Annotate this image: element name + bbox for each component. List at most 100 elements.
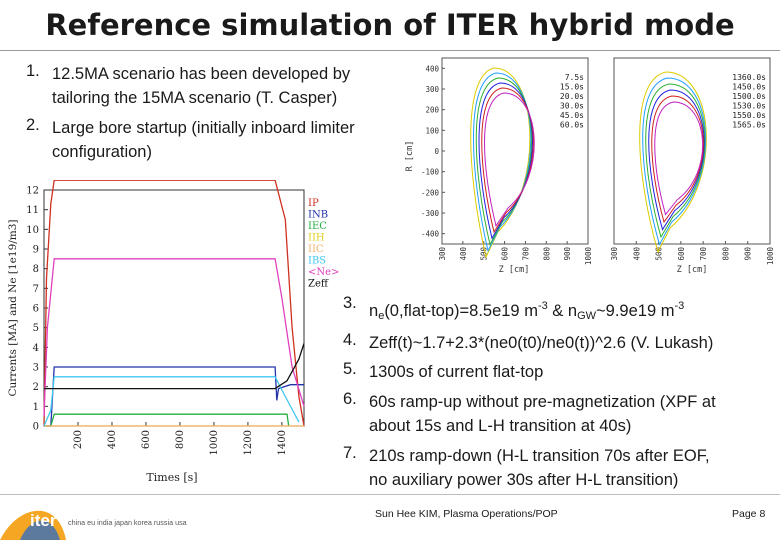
formula-part: & n xyxy=(547,302,578,320)
bullet-number: 2. xyxy=(26,116,40,134)
formula-part: ~9.9e19 m xyxy=(596,302,675,320)
formula-superscript: -3 xyxy=(674,300,685,312)
footer-divider xyxy=(0,494,780,495)
y-tick-label: 6 xyxy=(33,304,39,315)
bullet-line: 12.5MA scenario has been developed by xyxy=(52,65,351,83)
legend-entry: INB xyxy=(308,210,328,221)
page-title: Reference simulation of ITER hybrid mode xyxy=(45,8,735,42)
y-tick-label: 12 xyxy=(26,186,39,197)
x-tick-label: 1400 xyxy=(277,430,288,455)
y-tick-label: 100 xyxy=(425,126,439,135)
x-tick-label: 800 xyxy=(175,430,186,449)
boundary-contour xyxy=(651,95,704,224)
bullet-number: 5. xyxy=(343,360,357,378)
y-tick-label: 10 xyxy=(26,225,39,236)
bullet-number: 4. xyxy=(343,331,357,349)
y-tick-label: -300 xyxy=(421,209,440,218)
formula-superscript: -3 xyxy=(537,300,548,312)
series-line xyxy=(43,376,300,427)
legend-entry: IIC xyxy=(308,244,324,255)
x-tick-label: 500 xyxy=(655,247,664,261)
bullet-line: tailoring the 15MA scenario (T. Casper) xyxy=(52,89,338,107)
formula-part: (0,flat-top)=8.5e19 m xyxy=(384,302,538,320)
legend-entry: IIH xyxy=(308,233,325,244)
x-tick-label: 600 xyxy=(677,247,686,261)
x-tick-label: 800 xyxy=(721,247,730,261)
boundary-contour xyxy=(648,89,705,231)
x-tick-label: 200 xyxy=(73,430,84,449)
legend-entry: Zeff xyxy=(308,279,329,290)
x-axis-label: Times [s] xyxy=(146,471,197,484)
formula-subscript: GW xyxy=(577,310,597,322)
y-tick-label: 7 xyxy=(33,284,39,295)
y-tick-label: 2 xyxy=(33,382,39,393)
bullet-text: 210s ramp-down (H-L transition 70s after… xyxy=(369,444,710,492)
iter-logo: iter china eu india japan korea russia u… xyxy=(0,500,230,540)
bullet-line: 60s ramp-up without pre-magnetization (X… xyxy=(369,393,716,411)
y-tick-label: 400 xyxy=(425,64,439,73)
legend-entry: 45.0s xyxy=(560,111,584,120)
legend-entry: 60.0s xyxy=(560,121,584,130)
boundary-contour xyxy=(478,82,533,240)
legend-entry: 1500.0s xyxy=(732,92,766,101)
series-line xyxy=(44,343,305,390)
page-number: Page 8 xyxy=(732,508,766,520)
legend-entry: 15.0s xyxy=(560,83,584,92)
logo-wordmark: iter xyxy=(30,511,57,530)
series-line xyxy=(43,258,305,417)
boundary-contour xyxy=(654,101,704,216)
legend-entry: 1450.0s xyxy=(732,83,766,92)
legend-entry: IP xyxy=(308,198,319,209)
x-tick-label: 1000 xyxy=(584,247,593,266)
legend-entry: 1360.0s xyxy=(732,73,766,82)
y-tick-label: 200 xyxy=(425,106,439,115)
bullet-number: 7. xyxy=(343,444,357,462)
bullet-text: Zeff(t)~1.7+2.3*(ne0(t0)/ne0(t))^2.6 (V.… xyxy=(369,334,714,352)
y-tick-label: 11 xyxy=(26,205,39,216)
bullet-number: 6. xyxy=(343,390,357,408)
y-tick-label: -100 xyxy=(421,168,440,177)
legend-entry: <Ne> xyxy=(308,267,339,278)
x-tick-label: 300 xyxy=(610,247,619,261)
y-tick-label: 9 xyxy=(33,245,39,256)
legend-entry: 7.5s xyxy=(565,73,584,82)
y-axis-label: R [cm] xyxy=(405,141,415,172)
x-tick-label: 800 xyxy=(542,247,551,261)
logo-partners: china eu india japan korea russia usa xyxy=(68,518,187,527)
x-tick-label: 1000 xyxy=(209,430,220,455)
series-line xyxy=(43,180,305,427)
legend-entry: IBS xyxy=(308,256,326,267)
x-tick-label: 1200 xyxy=(243,430,254,455)
legend-entry: 20.0s xyxy=(560,92,584,101)
x-tick-label: 700 xyxy=(699,247,708,261)
x-axis-label: Z [cm] xyxy=(677,265,708,275)
bullet-line: about 15s and L-H transition at 40s) xyxy=(369,417,632,435)
bullet-line: Large bore startup (initially inboard li… xyxy=(52,119,355,137)
bullet-line: configuration) xyxy=(52,143,152,161)
y-tick-label: 1 xyxy=(33,402,39,413)
boundary-chart-rampdown: 300 400 500 600 700 800 900 1000 1360.0s1450.0s… xyxy=(610,57,775,275)
boundary-contour xyxy=(645,83,706,239)
y-tick-label: 3 xyxy=(33,363,39,374)
series-line xyxy=(44,366,304,427)
legend-entry: 30.0s xyxy=(560,102,584,111)
y-tick-label: 0 xyxy=(434,147,439,156)
boundary-contour xyxy=(484,92,535,227)
y-tick-label: 5 xyxy=(33,323,39,334)
title-divider xyxy=(0,50,780,51)
formula-part: n xyxy=(369,302,379,320)
y-axis-label: Currents [MA] and Ne [1e19/m3] xyxy=(7,219,19,396)
x-tick-label: 700 xyxy=(521,247,530,261)
y-tick-label: 4 xyxy=(33,343,39,354)
legend-entry: 1565.0s xyxy=(732,121,766,130)
x-tick-label: 600 xyxy=(501,247,510,261)
boundary-contour xyxy=(642,77,707,246)
footer-author: Sun Hee KIM, Plasma Operations/POP xyxy=(375,508,558,520)
boundary-contour xyxy=(481,87,534,234)
formula-subscript: e xyxy=(378,310,385,322)
legend-entry: IEC xyxy=(308,221,327,232)
x-tick-label: 900 xyxy=(563,247,572,261)
bullet-number: 1. xyxy=(26,62,40,80)
